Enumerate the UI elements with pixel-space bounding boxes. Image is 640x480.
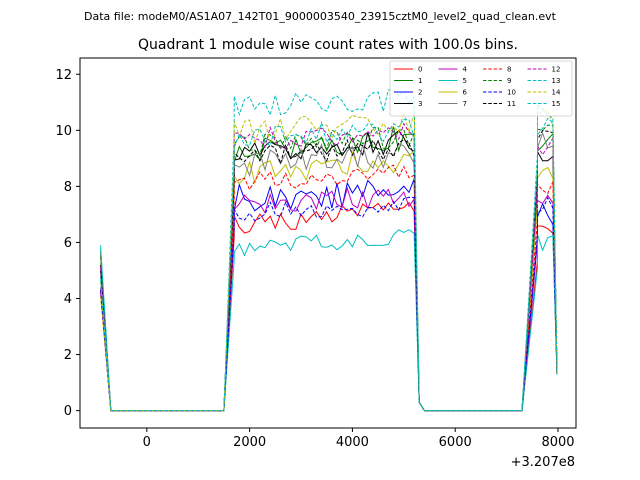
y-tick-label: 10 [55,124,72,139]
x-tick-label: 0 [143,435,151,450]
plot-area [79,57,577,429]
legend-label-0: 0 [418,66,422,74]
legend-label-14: 14 [552,89,561,97]
x-tick-label: 4000 [336,435,369,450]
y-tick-label: 4 [64,292,72,307]
legend-label-12: 12 [552,66,561,74]
y-tick-label: 2 [64,348,72,363]
legend-label-7: 7 [463,100,467,108]
legend-label-2: 2 [418,89,422,97]
legend-label-10: 10 [507,89,516,97]
legend-label-1: 1 [418,77,422,85]
y-tick-label: 8 [64,180,72,195]
y-tick-label: 12 [55,68,72,83]
chart-title: Quadrant 1 module wise count rates with … [138,37,518,53]
data-file-label: Data file: modeM0/AS1A07_142T01_90000035… [84,10,557,23]
series-line-13 [100,89,558,412]
series-layer [100,89,558,412]
y-tick-label: 0 [64,404,72,419]
x-tick-label: 8000 [541,435,574,450]
legend-label-3: 3 [418,100,422,108]
x-axis-offset-label: +3.207e8 [511,455,575,470]
legend-label-15: 15 [552,100,561,108]
legend-label-9: 9 [507,77,511,85]
legend-label-13: 13 [552,77,561,85]
x-tick-label: 2000 [233,435,266,450]
x-tick-label: 6000 [439,435,472,450]
legend-label-5: 5 [463,77,467,85]
legend-box [389,60,573,117]
series-line-15 [100,117,558,412]
legend-label-4: 4 [463,66,468,74]
legend-label-11: 11 [507,100,516,108]
legend-label-6: 6 [463,89,468,97]
legend-label-8: 8 [507,66,511,74]
y-tick-label: 6 [64,236,72,251]
